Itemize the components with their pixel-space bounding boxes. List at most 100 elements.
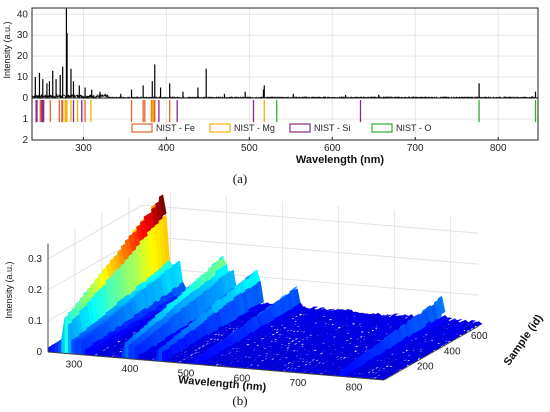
b-surface-top bbox=[379, 317, 388, 321]
b-surface-top bbox=[325, 316, 334, 320]
b-surface-top bbox=[452, 325, 462, 329]
b-surface-top bbox=[312, 314, 321, 319]
b-surface-top bbox=[332, 318, 340, 322]
b-surface-top bbox=[255, 309, 263, 313]
b-surface-top bbox=[395, 321, 405, 325]
b-surface-top bbox=[437, 295, 446, 315]
b-surface-top bbox=[452, 328, 462, 332]
b-surface-top bbox=[164, 268, 172, 293]
b-surface-top bbox=[443, 326, 451, 330]
b-surface-top bbox=[241, 278, 250, 291]
b-surface-top bbox=[342, 319, 350, 324]
a-x-tick-label: 400 bbox=[158, 143, 175, 154]
b-surface-top bbox=[303, 308, 311, 313]
a-legend-swatch bbox=[131, 123, 153, 133]
a-legend-swatch bbox=[289, 123, 311, 133]
a-y-tick-label: 20 bbox=[17, 51, 29, 62]
b-surface-top bbox=[160, 272, 169, 296]
b-surface-top bbox=[385, 323, 394, 328]
b-surface-top bbox=[326, 310, 335, 315]
b-surface-top bbox=[457, 321, 466, 325]
b-surface-top bbox=[467, 322, 476, 326]
b-surface-top bbox=[373, 315, 382, 319]
b-surface-top bbox=[444, 317, 453, 321]
b-surface-top bbox=[366, 314, 375, 319]
b-surface-top bbox=[295, 310, 304, 314]
b-surface-top bbox=[323, 308, 332, 313]
b-surface-top bbox=[319, 312, 328, 317]
b-surface bbox=[47, 194, 483, 381]
b-surface-top bbox=[454, 318, 463, 323]
a-y-tick-label: 40 bbox=[17, 9, 29, 20]
a-legend-swatch bbox=[371, 123, 393, 133]
b-surface-top bbox=[432, 326, 441, 330]
b-surface-top bbox=[316, 307, 325, 311]
b-surface-top bbox=[382, 320, 391, 324]
a-legend-label: NIST - Fe bbox=[156, 123, 195, 133]
b-surface-top bbox=[282, 296, 290, 313]
a-legend-label: NIST - Mg bbox=[234, 123, 275, 133]
a-x-tick-label: 800 bbox=[490, 143, 507, 154]
a-x-tick-label: 600 bbox=[324, 143, 341, 154]
b-surface-top bbox=[319, 309, 328, 314]
b-surface-top bbox=[380, 315, 388, 320]
b-surface-top bbox=[426, 305, 435, 324]
b-surface-top bbox=[352, 315, 361, 319]
b-surface-top bbox=[147, 229, 155, 275]
b-surface-top bbox=[292, 313, 300, 318]
b-surface-top bbox=[208, 266, 216, 276]
b-surface-top bbox=[335, 318, 343, 323]
b-surface-top bbox=[434, 299, 442, 317]
a-nist-lines bbox=[35, 100, 537, 123]
a-x-tick-label: 300 bbox=[75, 143, 92, 154]
b-surface-top bbox=[447, 323, 455, 327]
b-surface-top bbox=[467, 320, 477, 324]
b-surface-top bbox=[251, 309, 260, 314]
a-ticks: 300 400 500 600 700 800 0 10 20 30 40 1 2 bbox=[17, 9, 507, 154]
b-surface-top bbox=[348, 319, 357, 324]
b-surface-top bbox=[390, 313, 399, 317]
b-surface-top bbox=[309, 306, 319, 310]
b-surface-top bbox=[396, 318, 405, 324]
b-surface-top bbox=[349, 313, 358, 317]
a-x-axis-label: Wavelength (nm) bbox=[296, 154, 385, 166]
b-surface-top bbox=[336, 309, 345, 313]
a-axes bbox=[31, 7, 539, 141]
a-nist-tick-label: 2 bbox=[22, 135, 28, 146]
b-surface-top bbox=[288, 313, 297, 318]
a-y-tick-label: 10 bbox=[17, 72, 29, 83]
b-surface-top bbox=[151, 206, 159, 225]
b-surface-top bbox=[380, 314, 389, 319]
a-frame bbox=[31, 7, 539, 141]
a-x-tick-label: 700 bbox=[407, 143, 424, 154]
b-surface-top bbox=[342, 314, 351, 318]
a-y-axis-label: Intensity (a.u.) bbox=[2, 21, 12, 78]
b-surface-top bbox=[155, 201, 163, 221]
b-surface-top bbox=[299, 312, 307, 317]
b-surface-top bbox=[400, 319, 408, 325]
b-surface-top bbox=[355, 320, 363, 325]
b-surface-top bbox=[245, 277, 254, 287]
a-legend: NIST - Fe NIST - Mg NIST - Si NIST - O bbox=[131, 123, 431, 133]
b-surface-top bbox=[158, 194, 167, 217]
b-surface-top bbox=[390, 315, 399, 319]
b-surface-top bbox=[171, 286, 180, 296]
b-surface-top bbox=[433, 318, 442, 325]
a-x-tick-label: 500 bbox=[241, 143, 258, 154]
a-y-tick-label: 30 bbox=[17, 30, 29, 41]
a-legend-label: NIST - Si bbox=[314, 123, 350, 133]
a-legend-swatch bbox=[209, 123, 231, 133]
b-surface-top bbox=[474, 321, 483, 327]
a-nist-tick-label: 1 bbox=[22, 114, 28, 125]
b-surface-top bbox=[373, 312, 382, 318]
b-grid-line bbox=[47, 204, 479, 260]
a-y-tick-label: 0 bbox=[22, 93, 28, 104]
b-surface-top bbox=[463, 327, 471, 333]
b-surface-top bbox=[459, 326, 469, 331]
a-legend-label: NIST - O bbox=[396, 123, 431, 133]
b-surface-top bbox=[288, 308, 297, 313]
b-surface-top bbox=[381, 322, 391, 326]
